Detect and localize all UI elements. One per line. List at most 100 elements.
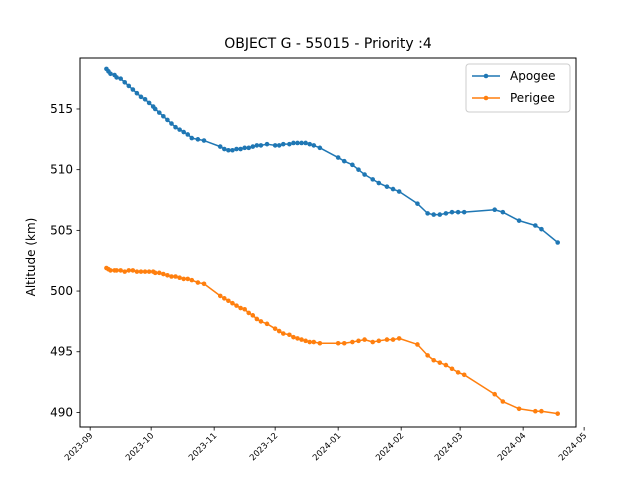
apogee-point (390, 186, 396, 192)
perigee-point (242, 306, 247, 312)
y-tick-label: 510 (50, 163, 73, 177)
apogee-point (362, 172, 367, 177)
apogee-point (415, 201, 420, 206)
perigee-point (161, 271, 166, 277)
perigee-point (272, 326, 278, 331)
perigee-point (222, 296, 227, 301)
perigee-point (146, 269, 152, 274)
apogee-point (177, 127, 182, 132)
perigee-point (492, 391, 497, 397)
perigee-point (152, 270, 158, 276)
apogee-point (118, 76, 123, 81)
apogee-point (555, 240, 560, 245)
apogee-point (173, 124, 178, 130)
apogee-point (317, 145, 323, 151)
y-tick-label: 505 (50, 223, 73, 237)
apogee-point (238, 146, 243, 152)
perigee-point (185, 276, 191, 282)
apogee-point (156, 110, 162, 115)
apogee-point (181, 129, 186, 135)
perigee-point (287, 332, 292, 338)
apogee-point (492, 207, 497, 213)
perigee-point (295, 336, 300, 341)
chart-title: OBJECT G - 55015 - Priority :4 (224, 36, 432, 52)
perigee-point (238, 305, 243, 311)
perigee-point (138, 269, 144, 274)
apogee-point (455, 209, 461, 215)
apogee-point (291, 140, 296, 146)
perigee-point (431, 357, 437, 363)
apogee-point (303, 140, 308, 146)
apogee-point (189, 135, 195, 141)
apogee-point (258, 143, 264, 148)
perigee-point (217, 293, 223, 299)
perigee-point (108, 268, 113, 273)
apogee-point (280, 141, 286, 147)
perigee-point (384, 337, 390, 342)
series-layer (104, 66, 560, 416)
perigee-point (177, 275, 182, 281)
apogee-point (185, 132, 191, 137)
perigee-point (122, 269, 128, 274)
legend: Apogee Perigee (465, 63, 571, 113)
perigee-point (516, 406, 522, 412)
apogee-point (152, 106, 158, 112)
perigee-point (142, 269, 148, 274)
perigee-point (258, 319, 264, 324)
apogee-point (376, 180, 382, 186)
apogee-point (396, 189, 402, 194)
series-perigee (104, 265, 560, 416)
apogee-point (161, 113, 166, 119)
perigee-point (181, 276, 186, 282)
apogee-point (201, 138, 207, 143)
perigee-point (356, 338, 361, 344)
perigee-point (415, 342, 420, 347)
apogee-point (539, 226, 544, 232)
perigee-point (254, 316, 260, 322)
apogee-point (425, 211, 430, 216)
perigee-point (126, 268, 132, 273)
apogee-point (335, 155, 341, 160)
perigee-point (425, 353, 430, 358)
perigee-point (118, 268, 123, 273)
apogee-point (114, 75, 119, 80)
perigee-point (362, 337, 367, 342)
apogee-point (222, 146, 227, 152)
apogee-point (130, 87, 136, 92)
y-tick-label: 515 (50, 102, 73, 116)
perigee-point (307, 339, 313, 345)
apogee-point (516, 218, 522, 223)
perigee-point (230, 300, 235, 306)
apogee-point (384, 184, 390, 189)
apogee-point (169, 121, 174, 126)
apogee-point (230, 147, 235, 153)
perigee-point (437, 360, 443, 365)
perigee-point (201, 281, 207, 287)
perigee-point (264, 321, 270, 327)
perigee-point (165, 272, 170, 278)
apogee-point (299, 140, 304, 146)
apogee-point (226, 147, 231, 153)
perigee-point (500, 399, 506, 404)
apogee-point (311, 143, 317, 148)
perigee-point (335, 340, 341, 346)
apogee-point (250, 144, 256, 149)
apogee-point (370, 177, 376, 182)
legend-apogee-label: Apogee (510, 69, 556, 83)
y-axis-ticks: 490 495 500 505 510 515 (50, 102, 80, 419)
perigee-point (195, 280, 201, 285)
perigee-point (390, 337, 396, 342)
apogee-point (287, 141, 292, 147)
perigee-point (156, 270, 162, 276)
apogee-point (461, 209, 467, 215)
perigee-point (130, 268, 136, 273)
perigee-point (189, 277, 195, 283)
y-tick-label: 500 (50, 284, 73, 298)
apogee-point (126, 83, 132, 89)
perigee-point (234, 303, 239, 308)
apogee-point (341, 158, 347, 164)
apogee-point (264, 141, 270, 147)
apogee-point (272, 143, 278, 148)
perigee-point (134, 269, 140, 274)
